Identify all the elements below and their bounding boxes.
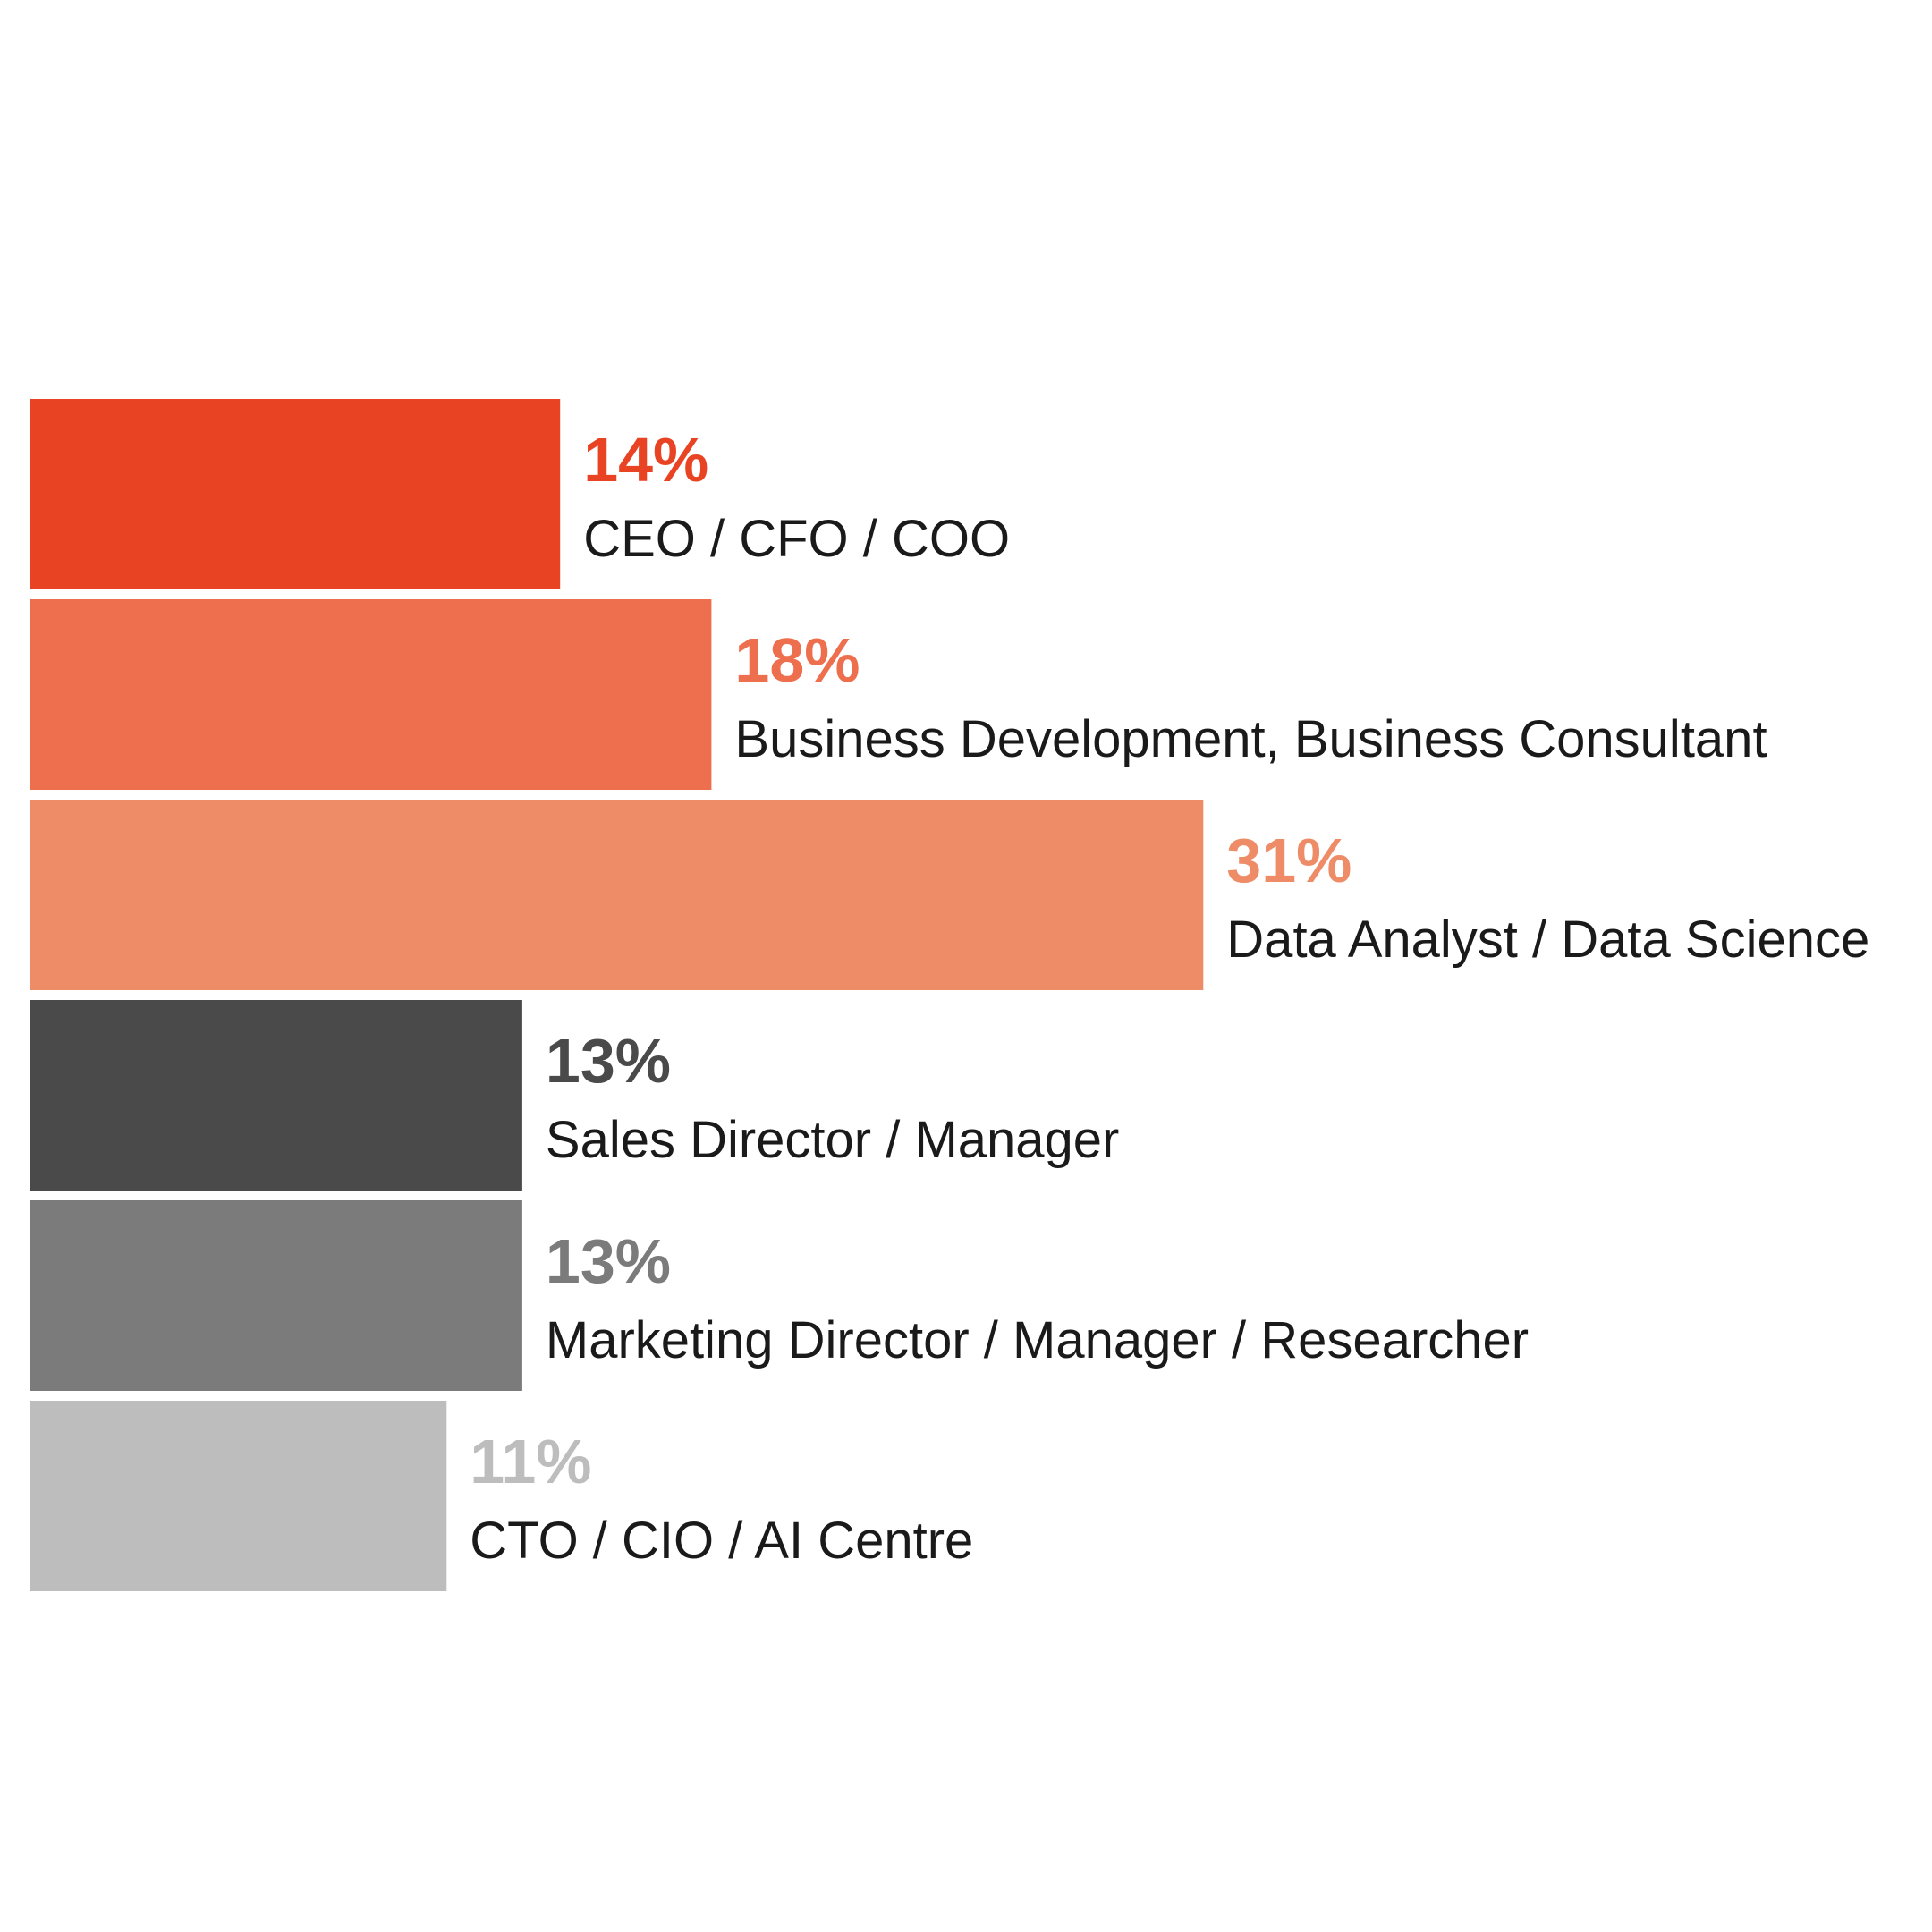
bar (30, 399, 561, 589)
value-label: 11% (470, 1427, 591, 1496)
value-label: 31% (1226, 826, 1352, 895)
value-label: 13% (546, 1026, 671, 1096)
bar (30, 1200, 522, 1391)
value-label: 14% (583, 425, 708, 495)
category-label: Marketing Director / Manager / Researche… (546, 1311, 1529, 1369)
category-label: Sales Director / Manager (546, 1111, 1119, 1169)
bar (30, 599, 712, 790)
category-label: CEO / CFO / COO (583, 510, 1010, 568)
value-label: 18% (734, 625, 860, 695)
value-label: 13% (546, 1226, 671, 1296)
category-label: Business Development, Business Consultan… (734, 710, 1767, 768)
bar (30, 1401, 447, 1591)
bar (30, 1000, 522, 1191)
bar (30, 800, 1204, 990)
category-label: Data Analyst / Data Science (1226, 911, 1869, 969)
category-label: CTO / CIO / AI Centre (470, 1512, 973, 1570)
